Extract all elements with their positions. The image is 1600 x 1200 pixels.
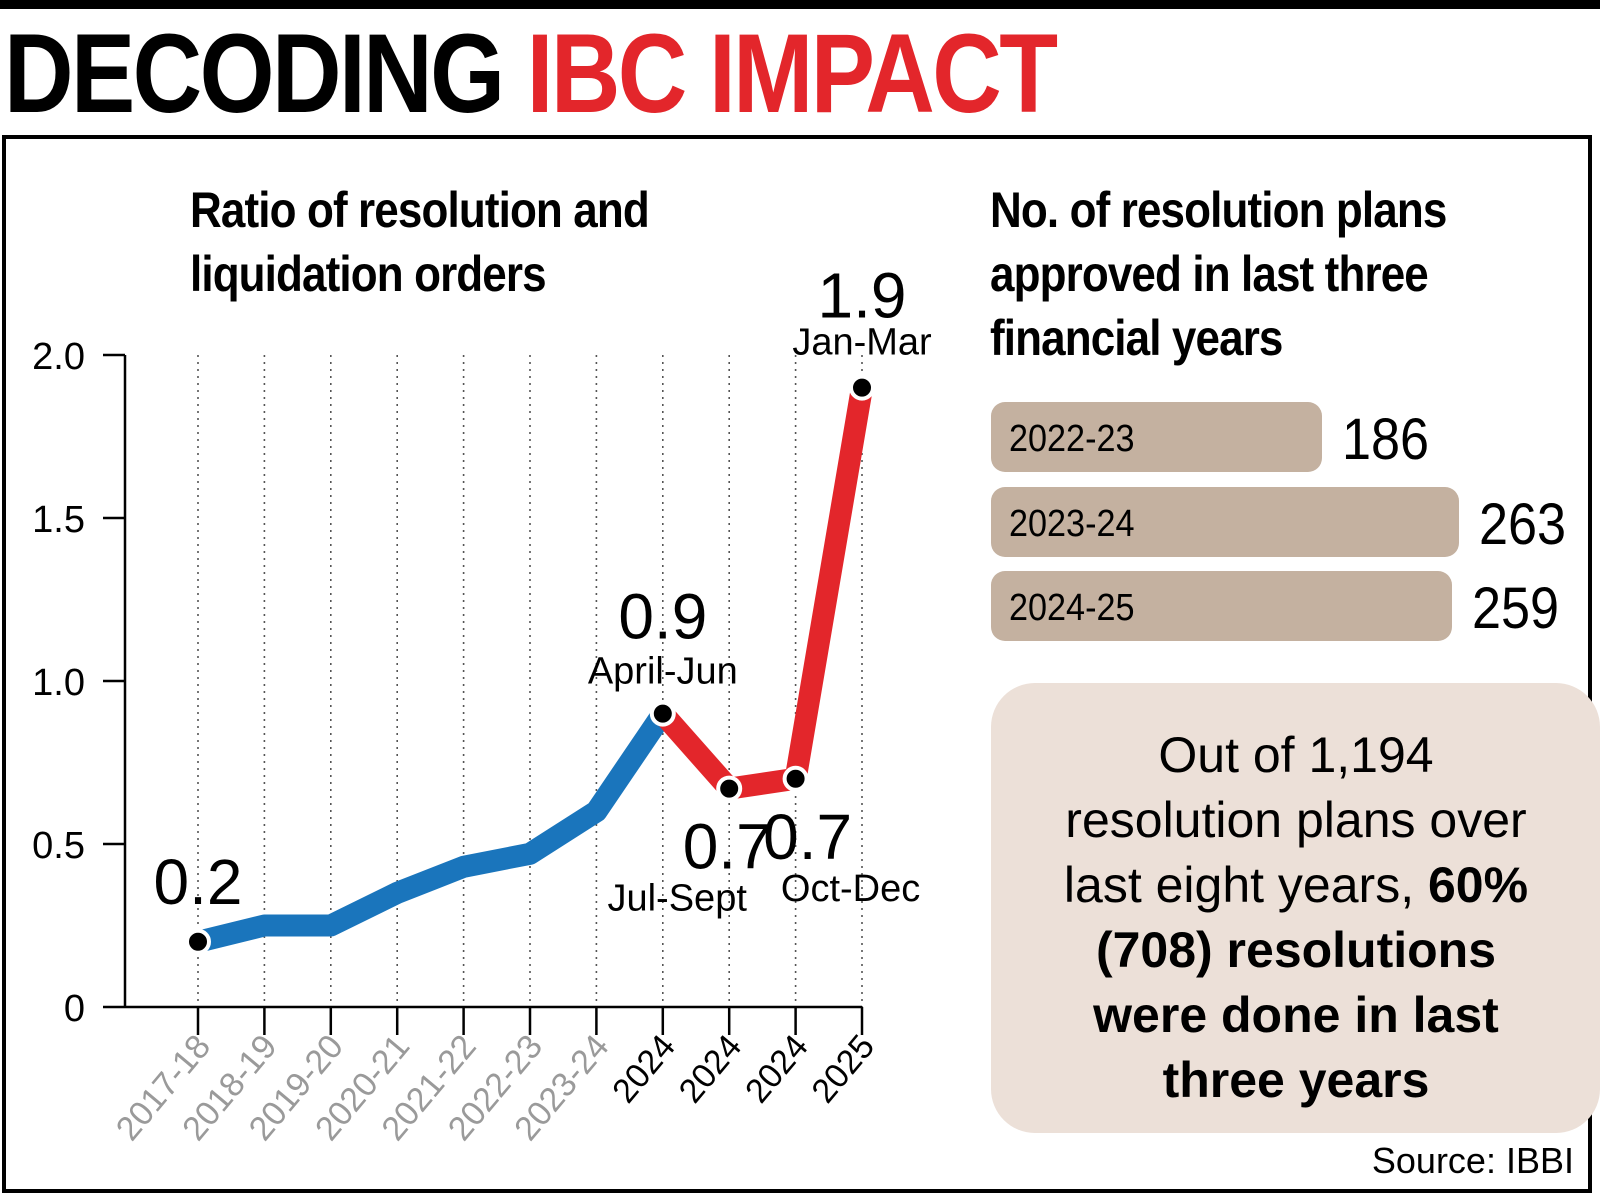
headline-title: DECODING IBC IMPACT (4, 18, 1058, 130)
bar: 2023-24 (991, 487, 1459, 557)
bar: 2024-25 (991, 571, 1452, 641)
y-tick-label: 0 (64, 988, 85, 1030)
y-tick-label: 1.0 (32, 662, 85, 704)
y-tick-label: 0.5 (32, 825, 85, 867)
y-tick-label: 1.5 (32, 499, 85, 541)
note-line-1: Out of 1,194 (1158, 727, 1434, 783)
headline: DECODING IBC IMPACT (0, 0, 1600, 135)
note-line-3b: 60% (1428, 857, 1529, 913)
y-tick-label: 2.0 (32, 336, 85, 378)
line-chart-title: Ratio of resolution and liquidation orde… (190, 182, 650, 302)
bar-value-label: 259 (1472, 576, 1560, 641)
summary-note-box: Out of 1,194 resolution plans over last … (991, 683, 1600, 1133)
data-label-period: Jul-Sept (607, 878, 747, 920)
bar-value-label: 263 (1479, 492, 1567, 557)
x-tick-label: 2024 (738, 1028, 816, 1110)
note-line-3a: last eight years, (1063, 857, 1415, 913)
data-label-value: 0.7 (683, 811, 772, 883)
summary-note: Out of 1,194 resolution plans over last … (1007, 723, 1585, 1113)
headline-part-decoding: DECODING (4, 11, 505, 136)
bar-value-label: 186 (1342, 407, 1430, 472)
data-label-value: 1.9 (818, 260, 907, 332)
x-tick-label: 2025 (804, 1028, 882, 1110)
series-line-red (651, 376, 873, 800)
data-label-value: 0.2 (154, 846, 243, 918)
data-label-period: Jan-Mar (792, 322, 932, 364)
data-label-value: 0.7 (763, 801, 852, 873)
bar-category-label: 2023-24 (1009, 503, 1135, 545)
data-point-8 (716, 775, 743, 802)
top-rule (0, 0, 1600, 9)
data-label-period: Oct-Dec (781, 868, 920, 910)
data-point-7 (649, 700, 676, 727)
data-label-value: 0.9 (618, 581, 707, 653)
bar-category-label: 2024-25 (1009, 587, 1135, 629)
bar: 2022-23 (991, 402, 1322, 472)
series-line-blue (187, 702, 674, 953)
data-point-9 (782, 765, 809, 792)
data-point-0 (185, 928, 211, 955)
x-tick-label: 2024 (605, 1028, 683, 1110)
note-line-2: resolution plans over (1065, 792, 1527, 848)
x-tick-label: 2024 (672, 1028, 750, 1110)
headline-part-ibc-impact: IBC IMPACT (526, 11, 1058, 136)
note-line-6: three years (1162, 1052, 1430, 1108)
source-credit: Source: IBBI (1371, 1140, 1574, 1181)
note-line-4: (708) resolutions (1095, 922, 1497, 978)
data-label-period: April-Jun (588, 651, 738, 693)
data-point-10 (849, 374, 875, 401)
bar-category-label: 2022-23 (1009, 418, 1135, 460)
note-line-5: were done in last (1093, 987, 1499, 1043)
bar-chart-title: No. of resolution plans approved in last… (990, 182, 1447, 366)
